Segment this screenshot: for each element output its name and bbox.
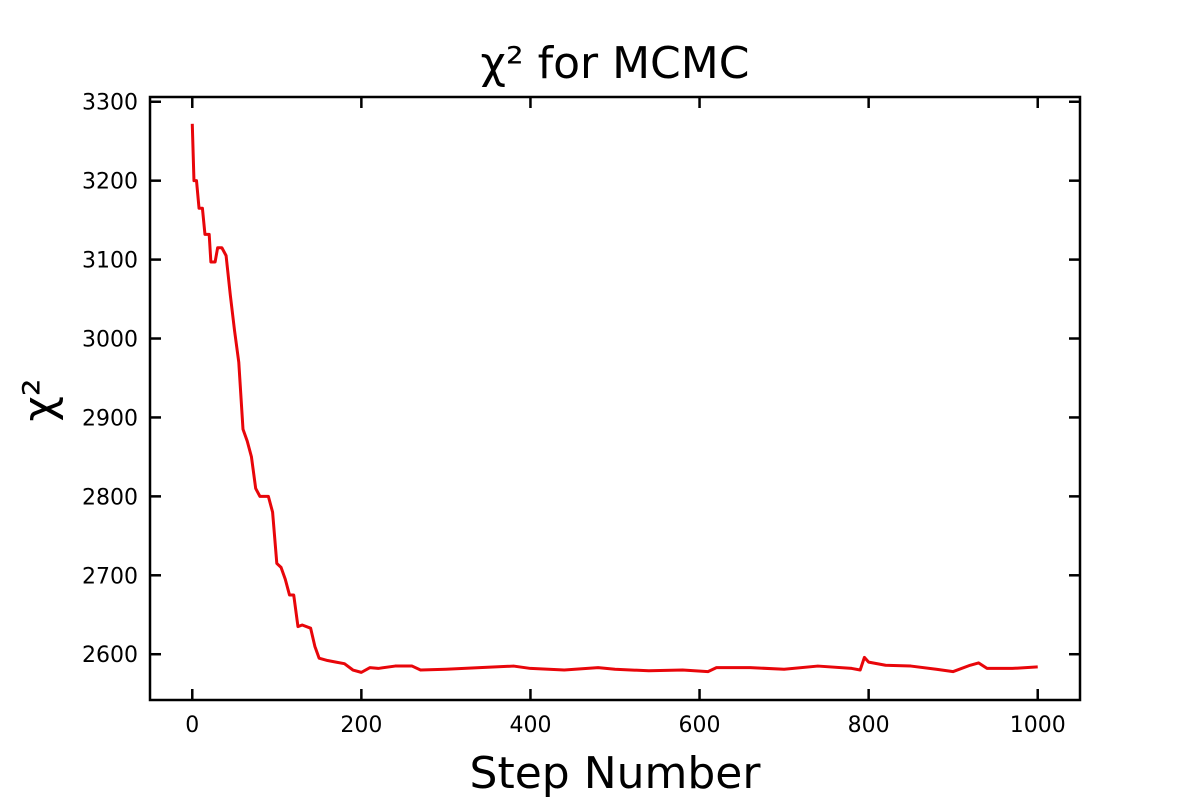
- y-axis-label: χ²: [14, 378, 65, 421]
- x-tick-label: 1000: [1010, 713, 1066, 738]
- plot-frame: [148, 95, 1082, 702]
- y-tick-label: 3200: [82, 170, 138, 195]
- x-tick-label: 600: [679, 713, 721, 738]
- y-tick-label: 2700: [82, 564, 138, 589]
- y-tick-label: 3100: [82, 249, 138, 274]
- x-axis-label: Step Number: [470, 748, 762, 799]
- x-tick-label: 200: [340, 713, 382, 738]
- y-tick-label: 3000: [82, 328, 138, 353]
- chart-title: χ² for MCMC: [481, 38, 750, 89]
- y-tick-label: 2600: [82, 643, 138, 668]
- y-tick-label: 2900: [82, 406, 138, 431]
- data-line: [190, 123, 1038, 674]
- y-tick-label: 2800: [82, 485, 138, 510]
- y-tick-label: 3300: [82, 91, 138, 116]
- x-tick-label: 0: [185, 713, 199, 738]
- x-tick-label: 400: [509, 713, 551, 738]
- x-tick-label: 800: [848, 713, 890, 738]
